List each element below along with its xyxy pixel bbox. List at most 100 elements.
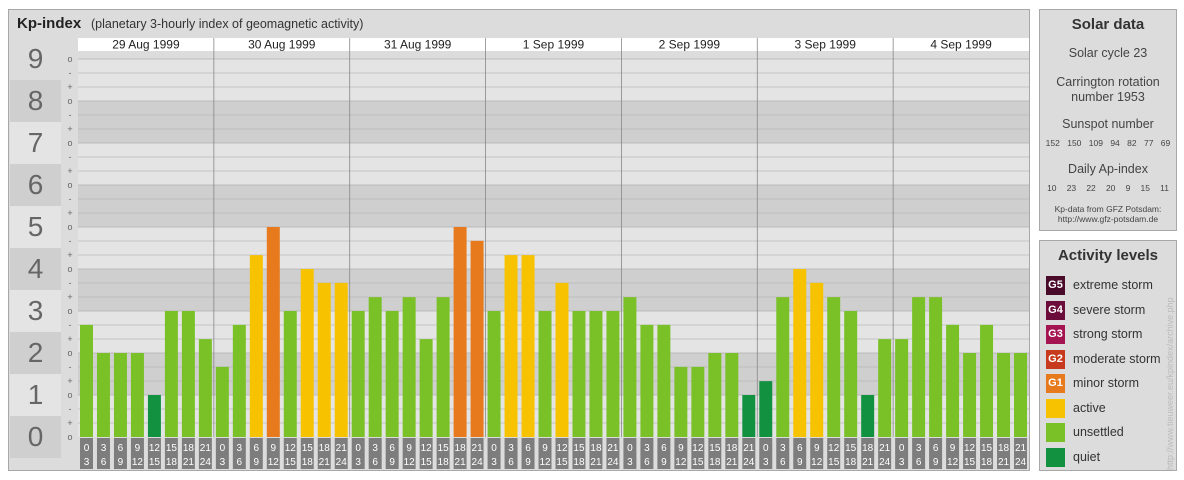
activity-level-swatch: G4 [1046, 300, 1065, 320]
interval-end-label: 21 [455, 457, 467, 468]
interval-cell [912, 438, 926, 469]
interval-end-label: 24 [743, 457, 755, 468]
data-credit-link[interactable]: http://www.gfz-potsdam.de [1057, 214, 1159, 224]
interval-cell [80, 438, 93, 469]
day-label: 4 Sep 1999 [930, 38, 992, 52]
kp-band [78, 101, 1029, 143]
kp-bar [776, 297, 790, 437]
interval-start-label: 15 [166, 443, 178, 454]
activity-level-item: quiet [1046, 447, 1174, 470]
interval-end-label: 9 [661, 457, 667, 468]
minor-tick-label: - [69, 404, 72, 414]
interval-cell [147, 438, 161, 469]
minor-tick-label: o [67, 54, 72, 64]
interval-start-label: 18 [455, 443, 467, 454]
ap-value: 15 [1140, 183, 1150, 193]
kp-bar [861, 395, 875, 437]
interval-end-label: 12 [811, 457, 823, 468]
interval-end-label: 15 [964, 457, 976, 468]
interval-end-label: 3 [627, 457, 633, 468]
kp-bar-chart: o + - o + - o + - o + - o + - o + - o + - o + - o + - o 29 Aug 1999 3… [61, 38, 1029, 470]
interval-start-label: 3 [644, 443, 650, 454]
interval-cell [861, 438, 875, 469]
kp-bar [368, 297, 382, 437]
day-label: 29 Aug 1999 [112, 38, 180, 52]
interval-cell [793, 438, 807, 469]
kp-bar [895, 339, 909, 437]
chart-title: Kp-index [17, 15, 82, 32]
interval-start-label: 9 [542, 443, 548, 454]
interval-start-label: 6 [389, 443, 395, 454]
activity-level-label: extreme storm [1073, 278, 1153, 292]
interval-cell [555, 438, 569, 469]
kp-level-band [10, 332, 61, 374]
kp-level-band [10, 80, 61, 122]
interval-cell [674, 438, 688, 469]
source-watermark: http://www.tieuweer.eu/kpindex/archive.p… [1165, 297, 1175, 470]
activity-level-label: strong storm [1073, 327, 1143, 341]
sunspot-number-values: 152 150 109 94 82 77 69 [1042, 138, 1174, 148]
kp-level-band [10, 206, 61, 248]
interval-start-label: 15 [709, 443, 721, 454]
kp-bar [691, 366, 705, 437]
kp-bar [878, 339, 892, 437]
interval-end-label: 21 [726, 457, 738, 468]
interval-end-label: 6 [644, 457, 650, 468]
kp-bar [504, 255, 518, 437]
ap-value: 11 [1160, 183, 1169, 193]
day-label: 1 Sep 1999 [523, 38, 585, 52]
interval-start-label: 21 [607, 443, 619, 454]
interval-end-label: 9 [933, 457, 939, 468]
kp-index-panel: Kp-index (planetary 3-hourly index of ge… [8, 9, 1030, 471]
interval-cell [691, 438, 705, 469]
kp-bar [946, 324, 960, 437]
interval-cell [300, 438, 314, 469]
interval-end-label: 15 [421, 457, 433, 468]
kp-bar [96, 353, 110, 437]
interval-start-label: 12 [692, 443, 704, 454]
interval-cell [640, 438, 654, 469]
kp-band [78, 269, 1029, 311]
interval-start-label: 0 [491, 443, 497, 454]
interval-end-label: 21 [998, 457, 1010, 468]
sunspot-value: 94 [1110, 138, 1120, 148]
interval-end-label: 18 [166, 457, 178, 468]
kp-bar [419, 339, 433, 437]
kp-bar [674, 366, 688, 437]
interval-start-label: 18 [590, 443, 602, 454]
interval-start-label: 6 [933, 443, 939, 454]
interval-end-label: 9 [389, 457, 395, 468]
activity-level-label: severe storm [1073, 302, 1146, 317]
kp-bar [742, 395, 756, 437]
interval-start-label: 12 [828, 443, 840, 454]
ap-value: 9 [1125, 183, 1131, 193]
interval-end-label: 18 [302, 457, 314, 468]
activity-level-label: active [1073, 400, 1106, 415]
interval-end-label: 24 [607, 457, 619, 468]
interval-cell [725, 438, 739, 469]
activity-level-swatch: G5 [1046, 276, 1065, 295]
minor-tick-label: + [67, 250, 72, 260]
interval-cell [317, 438, 331, 469]
day-label: 2 Sep 1999 [659, 38, 721, 52]
ap-value: 10 [1047, 183, 1057, 193]
interval-cell [929, 438, 943, 469]
kp-bar [181, 311, 195, 437]
sunspot-value: 69 [1160, 138, 1171, 148]
interval-start-label: 6 [254, 443, 260, 454]
interval-start-label: 12 [964, 443, 976, 454]
kp-bar [300, 269, 314, 437]
interval-cell [878, 438, 892, 469]
interval-cell [759, 438, 773, 469]
minor-tick-label: + [67, 124, 72, 134]
kp-level-label: 2 [27, 337, 44, 368]
kp-bar [521, 255, 535, 437]
interval-cell [657, 438, 671, 469]
solar-data-title: Solar data [1071, 16, 1145, 33]
interval-start-label: 15 [981, 443, 993, 454]
interval-start-label: 21 [743, 443, 755, 454]
interval-end-label: 6 [780, 457, 786, 468]
interval-end-label: 15 [692, 457, 704, 468]
sunspot-value: 109 [1088, 138, 1103, 148]
interval-start-label: 3 [237, 443, 243, 454]
